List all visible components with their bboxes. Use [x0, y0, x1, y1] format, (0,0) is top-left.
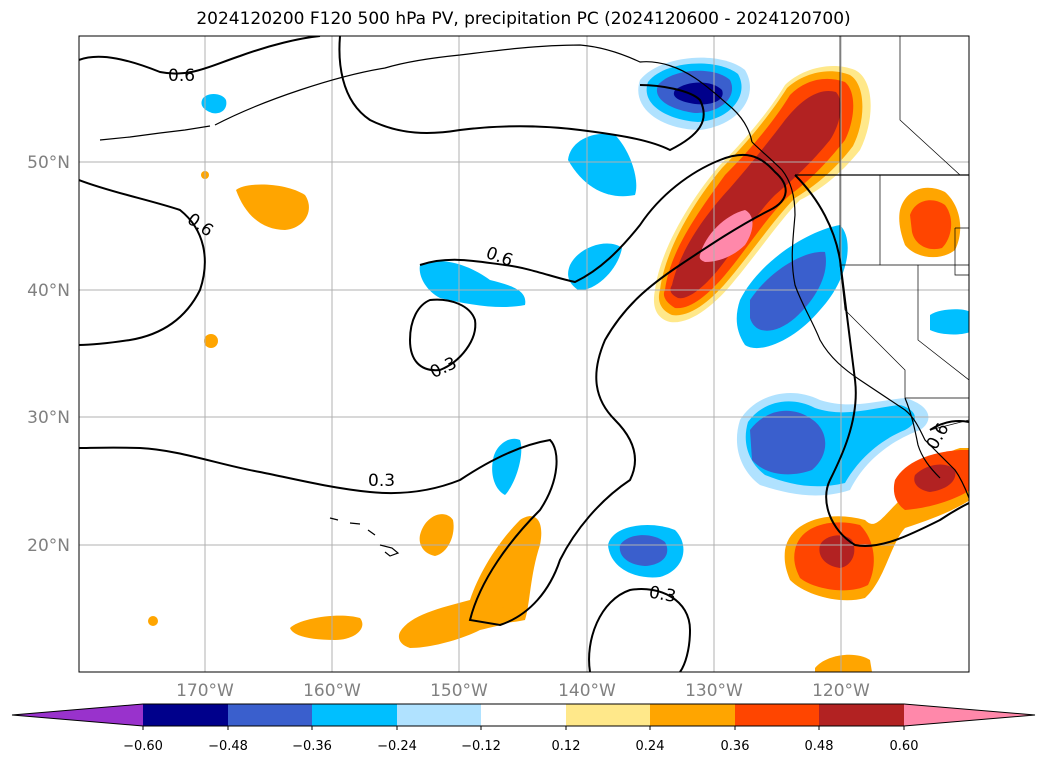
colorbar-swatch [650, 704, 735, 726]
latitude-labels: 50°N 40°N 30°N 20°N [27, 153, 70, 556]
colorbar-tick-label: 0.60 [890, 739, 919, 754]
lon-label: 120°W [812, 681, 870, 701]
negative-anomaly-area [930, 309, 969, 335]
precip-anomaly-fills [148, 57, 969, 672]
contour-label: 0.3 [368, 471, 395, 491]
colorbar-swatch [819, 704, 904, 726]
negative-anomaly-area [492, 438, 522, 495]
positive-anomaly-area [398, 600, 525, 648]
pv-contour-trough [79, 153, 787, 627]
longitude-labels: 170°W 160°W 150°W 140°W 130°W 120°W [176, 681, 870, 701]
positive-anomaly-area [419, 514, 454, 556]
colorbar: −0.60 −0.48 −0.36 −0.24 −0.12 0.12 0.24 0.36 0.4… [11, 703, 1036, 754]
negative-anomaly-area [750, 251, 826, 331]
map-frame [78, 35, 970, 673]
baja-california [904, 397, 941, 479]
colorbar-swatch [566, 704, 650, 726]
colorbar-swatch [228, 704, 312, 726]
positive-anomaly-area [204, 334, 218, 348]
pv-contour-east [794, 174, 969, 547]
pv-contour-ridge [79, 179, 206, 346]
map-title: 2024120200 F120 500 hPa PV, precipitatio… [196, 9, 851, 29]
pv-contours [79, 36, 969, 672]
colorbar-tick-label: −0.48 [208, 739, 248, 754]
colorbar-swatch [397, 704, 481, 726]
pv-contour-north [79, 36, 321, 75]
colorbar-tick-label: −0.12 [461, 739, 501, 754]
lat-label: 30°N [27, 408, 70, 428]
colorbar-tick-label: 0.48 [805, 739, 834, 754]
positive-anomaly-area [819, 535, 855, 568]
lon-label: 150°W [430, 681, 488, 701]
colorbar-extend-min [12, 704, 143, 726]
positive-anomaly-area [290, 615, 363, 640]
lat-label: 40°N [27, 281, 70, 301]
negative-anomaly-area [419, 260, 526, 308]
gridlines [79, 36, 969, 672]
negative-anomaly-area [750, 410, 826, 475]
colorbar-tick-label: 0.12 [552, 739, 581, 754]
negative-anomaly-area [201, 94, 227, 114]
negative-anomaly-area [619, 535, 668, 566]
positive-anomaly-area [910, 200, 952, 250]
map-area: 0.6 0.6 0.6 0.3 0.3 0.3 0.6 [79, 36, 969, 672]
contour-label: 0.6 [168, 66, 195, 86]
colorbar-swatch [312, 704, 397, 726]
negative-anomaly-area [568, 133, 637, 197]
pv-contour-south [588, 588, 692, 672]
lon-label: 130°W [685, 681, 743, 701]
lon-label: 160°W [303, 681, 361, 701]
colorbar-tick-label: 0.24 [636, 739, 665, 754]
colorbar-extend-max [904, 704, 1035, 726]
aleutian-islands [99, 125, 211, 141]
positive-anomaly-area [815, 654, 872, 672]
lat-label: 20°N [27, 536, 70, 556]
positive-anomaly-area [148, 616, 158, 626]
colorbar-tick-label: 0.36 [721, 739, 750, 754]
positive-anomaly-area [236, 184, 309, 230]
coastlines [99, 36, 969, 557]
pv-contour-jet [338, 36, 705, 152]
colorbar-swatch [735, 704, 819, 726]
hawaii-islands [329, 517, 400, 557]
north-america-west-coast [751, 141, 969, 499]
lon-label: 140°W [558, 681, 616, 701]
alaska-coastline [214, 44, 753, 143]
positive-anomaly-area [470, 516, 542, 624]
pv-contour-southeast [929, 420, 969, 431]
lat-label: 50°N [27, 153, 70, 173]
positive-anomaly-area [914, 464, 956, 492]
pv-contour-cutoff-low [408, 298, 477, 372]
negative-anomaly-area [673, 82, 723, 105]
lon-label: 170°W [176, 681, 234, 701]
canada-province-borders [839, 36, 961, 176]
colorbar-tick-label: −0.36 [292, 739, 332, 754]
contour-label: 0.3 [647, 583, 677, 607]
colorbar-tick-label: −0.60 [123, 739, 163, 754]
colorbar-swatch [481, 704, 566, 726]
colorbar-tick-label: −0.24 [377, 739, 417, 754]
colorbar-swatch [143, 704, 228, 726]
